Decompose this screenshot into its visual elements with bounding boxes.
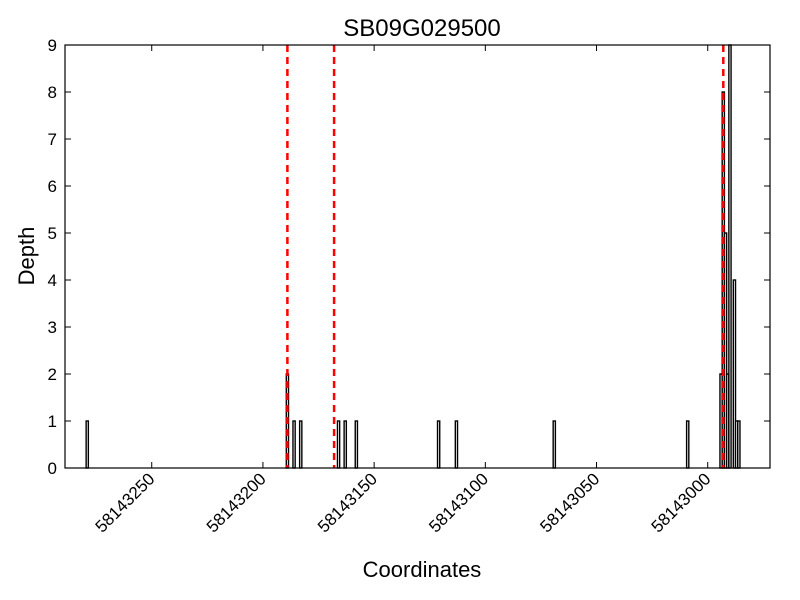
bars-layer <box>85 44 741 469</box>
y-tick-label: 9 <box>48 36 57 55</box>
x-tick-label: 58143150 <box>314 469 381 536</box>
plot-area-frame <box>64 44 771 469</box>
x-tick-label: 58143250 <box>92 469 159 536</box>
bar <box>454 420 459 469</box>
bar <box>85 420 90 469</box>
y-tick-label: 7 <box>48 130 57 149</box>
y-tick-label: 3 <box>48 318 57 337</box>
y-tick-label: 2 <box>48 365 57 384</box>
y-axis-label: Depth <box>14 227 39 286</box>
y-tick-label: 5 <box>48 224 57 243</box>
bar <box>436 420 441 469</box>
y-axis: 0 1 2 3 4 5 6 7 8 9 <box>48 36 770 478</box>
x-axis-label: Coordinates <box>363 557 482 582</box>
y-tick-label: 1 <box>48 412 57 431</box>
x-tick-label: 58143050 <box>536 469 603 536</box>
x-tick-label: 58143100 <box>425 469 492 536</box>
reference-lines-layer <box>286 45 725 468</box>
bar <box>552 420 557 469</box>
bar <box>354 420 359 469</box>
bar <box>298 420 303 469</box>
bar <box>728 44 732 469</box>
x-tick-label: 58143000 <box>648 469 715 536</box>
y-tick-label: 6 <box>48 177 57 196</box>
bar <box>685 420 690 469</box>
chart-title: SB09G029500 <box>343 15 500 42</box>
bar <box>343 420 348 469</box>
bar <box>292 420 296 469</box>
y-tick-label: 0 <box>48 459 57 478</box>
x-tick-label: 58143200 <box>203 469 270 536</box>
y-tick-label: 4 <box>48 271 57 290</box>
bar <box>737 420 741 469</box>
x-axis: 58143250 58143200 58143150 58143100 58143050… <box>92 45 715 536</box>
y-tick-label: 8 <box>48 83 57 102</box>
bar <box>336 420 341 469</box>
